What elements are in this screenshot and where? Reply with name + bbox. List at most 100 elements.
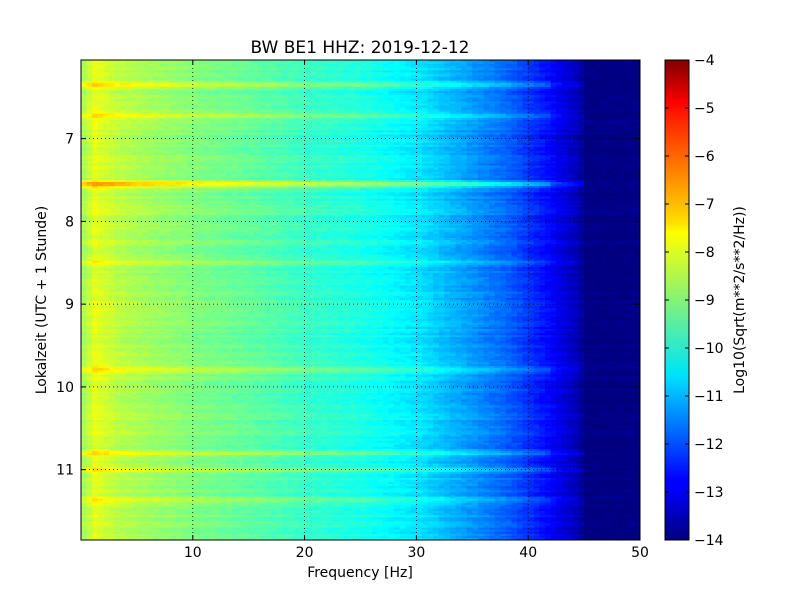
- heatmap-cell: [517, 126, 524, 129]
- heatmap-cell: [187, 93, 194, 96]
- heatmap-cell: [120, 82, 127, 86]
- heatmap-cell: [544, 74, 552, 78]
- heatmap-cell: [92, 130, 99, 134]
- heatmap-cell: [231, 99, 239, 102]
- heatmap-cell: [310, 91, 317, 94]
- heatmap-cell: [394, 107, 401, 111]
- heatmap-cell: [505, 115, 513, 119]
- heatmap-cell: [533, 107, 540, 111]
- heatmap-cell: [259, 130, 267, 134]
- heatmap-cell: [578, 72, 585, 76]
- heatmap-cell: [489, 74, 496, 78]
- heatmap-cell: [131, 86, 138, 90]
- heatmap-cell: [623, 134, 630, 138]
- heatmap-cell: [405, 80, 412, 84]
- heatmap-cell: [125, 74, 132, 78]
- heatmap-cell: [114, 74, 121, 78]
- heatmap-cell: [237, 64, 244, 67]
- heatmap-cell: [360, 64, 367, 67]
- heatmap-cell: [405, 124, 412, 127]
- heatmap-cell: [81, 132, 88, 136]
- heatmap-cell: [354, 70, 362, 74]
- heatmap-cell: [259, 132, 267, 136]
- heatmap-cell: [623, 146, 630, 150]
- heatmap-cell: [187, 136, 194, 140]
- heatmap-cell: [399, 107, 406, 111]
- heatmap-cell: [466, 64, 473, 67]
- heatmap-cell: [360, 60, 367, 63]
- heatmap-cell: [382, 132, 390, 136]
- heatmap-cell: [114, 70, 121, 74]
- heatmap-cell: [248, 130, 255, 134]
- heatmap-cell: [522, 70, 529, 74]
- heatmap-cell: [265, 117, 272, 121]
- heatmap-cell: [220, 60, 227, 63]
- heatmap-cell: [92, 80, 99, 84]
- heatmap-cell: [315, 80, 322, 84]
- heatmap-cell: [606, 72, 613, 76]
- heatmap-cell: [617, 60, 624, 63]
- heatmap-cell: [528, 132, 535, 136]
- heatmap-cell: [349, 76, 356, 80]
- heatmap-cell: [472, 60, 479, 63]
- heatmap-cell: [500, 103, 507, 107]
- heatmap-cell: [86, 146, 93, 150]
- heatmap-cell: [556, 84, 563, 88]
- heatmap-cell: [595, 140, 602, 144]
- heatmap-cell: [427, 122, 434, 125]
- heatmap-cell: [226, 66, 233, 69]
- heatmap-cell: [92, 109, 99, 113]
- heatmap-cell: [265, 138, 272, 142]
- heatmap-cell: [533, 64, 540, 67]
- heatmap-cell: [170, 88, 177, 92]
- heatmap-cell: [466, 134, 473, 138]
- heatmap-cell: [220, 66, 227, 69]
- heatmap-cell: [310, 64, 317, 67]
- heatmap-cell: [500, 60, 507, 63]
- heatmap-cell: [271, 130, 278, 134]
- heatmap-cell: [427, 151, 434, 154]
- heatmap-cell: [254, 117, 261, 121]
- heatmap-cell: [466, 120, 473, 123]
- heatmap-cell: [259, 115, 267, 119]
- heatmap-cell: [271, 78, 278, 82]
- heatmap-cell: [187, 66, 194, 69]
- heatmap-cell: [338, 111, 345, 115]
- heatmap-cell: [164, 105, 172, 109]
- heatmap-cell: [92, 148, 99, 152]
- heatmap-cell: [164, 132, 172, 136]
- heatmap-cell: [153, 146, 160, 150]
- heatmap-cell: [248, 64, 255, 67]
- heatmap-cell: [377, 78, 384, 82]
- heatmap-cell: [187, 78, 194, 82]
- heatmap-cell: [438, 82, 445, 86]
- heatmap-cell: [103, 99, 110, 102]
- heatmap-cell: [489, 134, 496, 138]
- heatmap-cell: [628, 86, 636, 90]
- heatmap-cell: [259, 105, 267, 109]
- heatmap-cell: [265, 101, 272, 105]
- heatmap-cell: [86, 80, 93, 84]
- heatmap-cell: [394, 88, 401, 92]
- heatmap-cell: [343, 62, 350, 65]
- heatmap-cell: [517, 78, 524, 82]
- heatmap-cell: [572, 115, 580, 119]
- heatmap-cell: [321, 109, 328, 113]
- heatmap-cell: [203, 130, 211, 134]
- heatmap-cell: [349, 111, 356, 115]
- heatmap-cell: [628, 101, 636, 105]
- heatmap-cell: [321, 62, 328, 65]
- heatmap-cell: [466, 109, 473, 113]
- heatmap-cell: [427, 86, 434, 90]
- heatmap-cell: [634, 97, 640, 100]
- heatmap-cell: [338, 146, 345, 150]
- heatmap-cell: [461, 120, 468, 123]
- heatmap-cell: [131, 140, 138, 144]
- heatmap-cell: [595, 99, 602, 102]
- heatmap-cell: [567, 151, 574, 154]
- heatmap-cell: [108, 76, 116, 80]
- heatmap-cell: [192, 66, 199, 69]
- heatmap-cell: [315, 122, 322, 125]
- heatmap-cell: [153, 88, 160, 92]
- heatmap-cell: [455, 130, 462, 134]
